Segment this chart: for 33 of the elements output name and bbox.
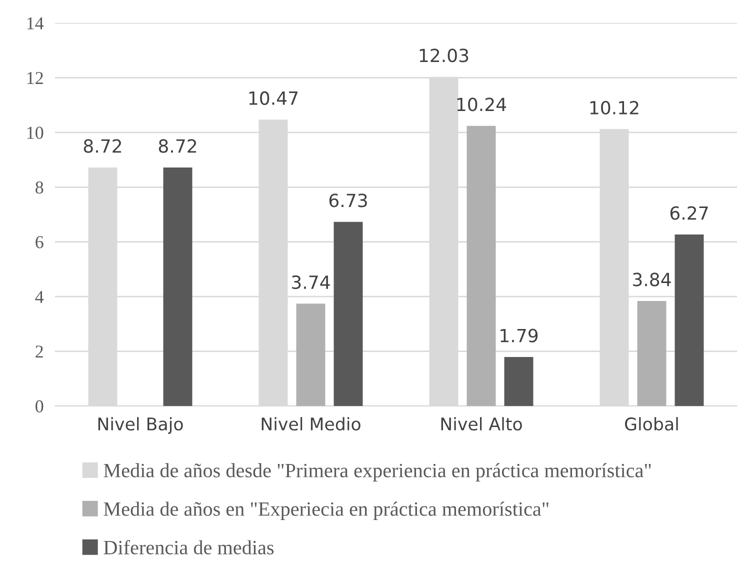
data-label: 6.27 [670, 206, 708, 220]
x-tick-label: Global [625, 417, 678, 431]
legend-label: Media de años en "Experiecia en práctica memorística" [104, 502, 548, 520]
x-tick-label: Nivel Alto [441, 417, 522, 431]
y-tick-label: 10 [27, 126, 44, 139]
x-tick-label: Nivel Bajo [98, 417, 183, 434]
bar [504, 357, 534, 406]
data-label: 10.12 [590, 100, 638, 115]
y-tick-label: 12 [27, 72, 43, 84]
legend-label: Media de años desde "Primera experiencia en práctica memorística" [104, 463, 651, 482]
y-tick-label: 0 [36, 400, 44, 412]
data-label: 8.72 [84, 139, 122, 153]
bar [296, 304, 326, 406]
bar [163, 167, 192, 406]
legend-label: Diferencia de medias [104, 540, 274, 554]
bar [466, 126, 496, 406]
data-label: 1.79 [500, 328, 538, 342]
y-tick-label: 4 [35, 290, 44, 303]
data-label: 10.24 [457, 98, 506, 112]
bar [334, 222, 363, 406]
data-label: 8.72 [158, 139, 196, 153]
data-label: 10.47 [249, 91, 298, 105]
y-tick-label: 14 [27, 17, 44, 30]
data-label: 3.84 [633, 272, 671, 286]
x-tick-label: Nivel Medio [262, 417, 360, 431]
bar [674, 234, 704, 406]
y-tick-label: 6 [36, 236, 44, 248]
data-label: 3.74 [292, 275, 330, 290]
bar [637, 300, 666, 406]
data-label: 6.73 [329, 194, 367, 208]
data-label: 12.03 [420, 48, 468, 62]
y-tick-label: 8 [36, 181, 44, 194]
y-tick-label: 2 [36, 346, 43, 358]
